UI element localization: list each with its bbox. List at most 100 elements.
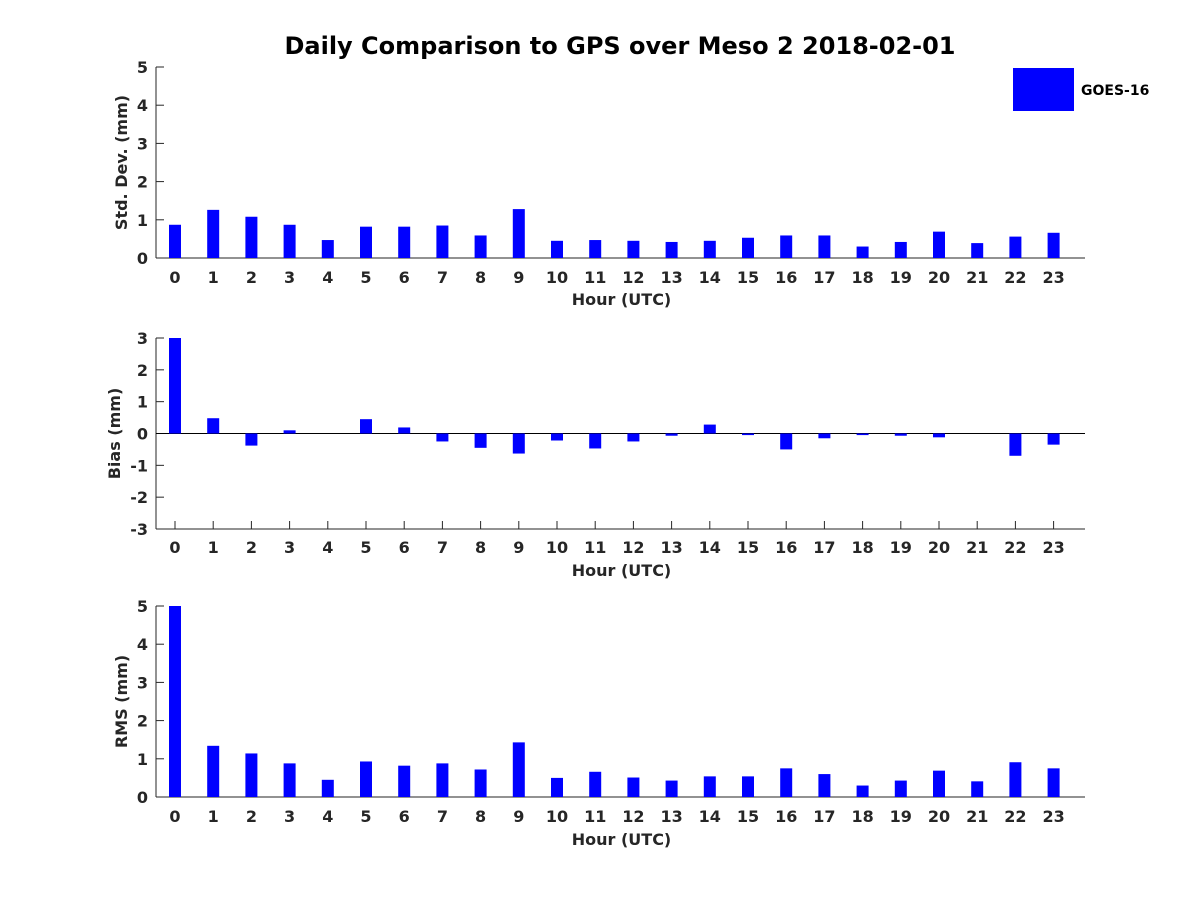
bar-hour-16 xyxy=(780,433,793,450)
x-tick-label: 12 xyxy=(622,268,644,287)
x-tick-label: 8 xyxy=(475,268,486,287)
x-tick-label: 5 xyxy=(360,807,371,826)
y-tick-label: 2 xyxy=(137,712,148,731)
bar-hour-8 xyxy=(474,235,487,258)
x-tick-label: 2 xyxy=(246,538,257,557)
x-tick-label: 2 xyxy=(246,807,257,826)
bar-hour-22 xyxy=(1009,236,1022,258)
x-tick-label: 1 xyxy=(208,268,219,287)
x-tick-label: 8 xyxy=(475,807,486,826)
y-tick-label: 2 xyxy=(137,361,148,380)
y-tick-label: 1 xyxy=(137,211,148,230)
bar-hour-19 xyxy=(894,780,907,797)
x-tick-label: 3 xyxy=(284,268,295,287)
y-tick-label: 3 xyxy=(137,329,148,348)
bar-hour-1 xyxy=(207,745,220,797)
bar-hour-7 xyxy=(436,225,449,258)
x-tick-label: 20 xyxy=(928,807,950,826)
x-tick-label: 6 xyxy=(399,538,410,557)
bar-hour-10 xyxy=(551,240,563,258)
bar-hour-18 xyxy=(856,785,869,797)
bar-hour-12 xyxy=(627,240,640,258)
x-tick-label: 9 xyxy=(513,538,524,557)
bar-hour-20 xyxy=(933,433,945,438)
x-tick-label: 7 xyxy=(437,268,448,287)
bar-hour-15 xyxy=(742,237,754,258)
x-tick-label: 23 xyxy=(1042,538,1064,557)
bar-hour-13 xyxy=(665,780,678,797)
y-tick-label: 4 xyxy=(137,96,148,115)
x-tick-label: 5 xyxy=(360,538,371,557)
x-axis-label: Hour (UTC) xyxy=(572,561,672,580)
bar-hour-15 xyxy=(742,776,754,797)
x-tick-label: 23 xyxy=(1042,807,1064,826)
x-tick-label: 6 xyxy=(399,268,410,287)
x-tick-label: 21 xyxy=(966,268,988,287)
x-tick-label: 16 xyxy=(775,538,797,557)
y-axis-label: RMS (mm) xyxy=(112,655,131,748)
y-tick-label: 1 xyxy=(137,750,148,769)
x-tick-label: 13 xyxy=(660,538,682,557)
bar-hour-16 xyxy=(780,768,793,797)
bar-hour-20 xyxy=(933,231,945,258)
bar-hour-0 xyxy=(169,606,181,797)
x-tick-label: 4 xyxy=(322,538,333,557)
x-tick-label: 18 xyxy=(851,538,873,557)
bar-hour-15 xyxy=(742,433,754,436)
bar-hour-2 xyxy=(245,753,258,797)
chart-title: Daily Comparison to GPS over Meso 2 2018… xyxy=(284,32,955,60)
bar-hour-9 xyxy=(512,433,525,454)
x-tick-label: 22 xyxy=(1004,807,1026,826)
x-tick-label: 14 xyxy=(699,807,721,826)
bar-hour-18 xyxy=(856,246,869,258)
x-tick-label: 17 xyxy=(813,538,835,557)
x-axis-label: Hour (UTC) xyxy=(572,830,672,849)
x-tick-label: 1 xyxy=(208,538,219,557)
legend-label: GOES-16 xyxy=(1081,83,1149,99)
bar-hour-4 xyxy=(321,779,334,797)
bar-hour-1 xyxy=(207,418,220,434)
bar-hour-17 xyxy=(818,433,831,439)
x-tick-label: 9 xyxy=(513,268,524,287)
x-tick-label: 3 xyxy=(284,538,295,557)
bar-hour-21 xyxy=(971,781,984,797)
x-tick-label: 6 xyxy=(399,807,410,826)
x-tick-label: 10 xyxy=(546,268,568,287)
y-tick-label: 0 xyxy=(137,788,148,807)
bar-hour-22 xyxy=(1009,433,1022,456)
y-tick-label: 0 xyxy=(137,249,148,268)
bar-hour-14 xyxy=(703,424,716,434)
bar-hour-3 xyxy=(283,763,296,797)
bar-hour-21 xyxy=(971,243,984,258)
bar-hour-7 xyxy=(436,433,449,442)
x-tick-label: 13 xyxy=(660,268,682,287)
bar-hour-11 xyxy=(589,240,602,258)
bar-hour-10 xyxy=(551,777,563,797)
x-tick-label: 11 xyxy=(584,538,606,557)
bar-hour-11 xyxy=(589,433,602,449)
bar-hour-5 xyxy=(360,226,372,258)
bar-hour-7 xyxy=(436,763,449,797)
bar-hour-23 xyxy=(1047,232,1060,258)
x-tick-label: 17 xyxy=(813,268,835,287)
bar-hour-9 xyxy=(512,742,525,797)
x-tick-label: 18 xyxy=(851,807,873,826)
y-tick-label: -3 xyxy=(130,520,148,539)
y-tick-label: 5 xyxy=(137,58,148,77)
x-tick-label: 0 xyxy=(169,268,180,287)
bar-hour-19 xyxy=(894,241,907,258)
y-tick-label: -2 xyxy=(130,488,148,507)
x-axis-label: Hour (UTC) xyxy=(572,290,672,309)
x-tick-label: 0 xyxy=(169,538,180,557)
bar-hour-20 xyxy=(933,770,945,797)
x-tick-label: 11 xyxy=(584,807,606,826)
x-tick-label: 14 xyxy=(699,538,721,557)
bar-hour-8 xyxy=(474,769,487,797)
bar-hour-9 xyxy=(512,209,525,258)
x-tick-label: 4 xyxy=(322,268,333,287)
bar-hour-17 xyxy=(818,774,831,797)
